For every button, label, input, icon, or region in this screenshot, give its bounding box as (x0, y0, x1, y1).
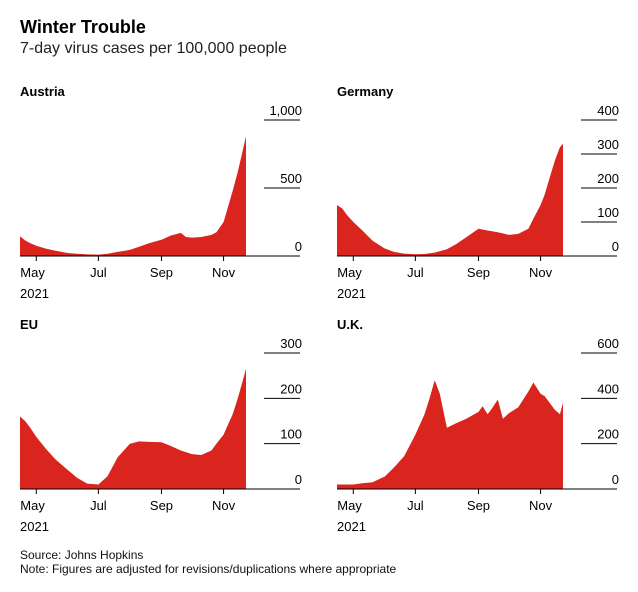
x-tick-label: Jul (407, 498, 424, 513)
x-year-label: 2021 (337, 286, 366, 301)
x-tick-label: Nov (212, 498, 236, 513)
x-tick-label: May (337, 498, 362, 513)
x-tick-label: Jul (90, 265, 107, 280)
y-tick-label: 300 (597, 137, 619, 152)
y-tick-label: 400 (597, 381, 619, 396)
x-tick-label: Sep (150, 265, 173, 280)
x-tick-label: Sep (467, 265, 490, 280)
panel-germany: Germany 0 100 200 300 400 May Jul Sep Nov 2021 (337, 84, 637, 301)
chart-uk: 0 200 400 600 May Jul Sep Nov 2021 (337, 336, 619, 534)
area-series-germany (337, 143, 563, 256)
y-tick-label: 300 (280, 336, 302, 351)
y-tick-label: 100 (597, 205, 619, 220)
x-tick-label: Nov (529, 498, 553, 513)
x-tick-label: Nov (529, 265, 553, 280)
source-note: Source: Johns Hopkins (20, 548, 144, 562)
y-tick-label: 0 (295, 472, 302, 487)
y-tick-label: 200 (280, 381, 302, 396)
chart-germany: 0 100 200 300 400 May Jul Sep Nov 2021 (337, 103, 619, 301)
x-year-label: 2021 (337, 519, 366, 534)
panel-uk: U.K. 0 200 400 600 May Jul Sep Nov 2021 (337, 317, 637, 534)
area-series-eu (20, 368, 246, 489)
x-tick-label: Sep (467, 498, 490, 513)
area-series-u-k (337, 380, 563, 489)
y-tick-label: 500 (280, 171, 302, 186)
x-tick-label: Jul (407, 265, 424, 280)
x-year-label: 2021 (20, 519, 49, 534)
x-tick-label: Jul (90, 498, 107, 513)
panel-eu: EU 0 100 200 300 May Jul Sep Nov 2021 (20, 317, 320, 534)
chart-austria: 0 500 1,000 May Jul Sep Nov 2021 (20, 103, 302, 301)
x-tick-label: May (337, 265, 362, 280)
panel-title-eu: EU (20, 317, 39, 332)
x-tick-label: May (20, 498, 45, 513)
x-tick-label: May (20, 265, 45, 280)
y-tick-label: 600 (597, 336, 619, 351)
chart-title: Winter Trouble (20, 17, 146, 37)
y-tick-label: 200 (597, 427, 619, 442)
y-tick-label: 1,000 (269, 103, 302, 118)
x-tick-label: Sep (150, 498, 173, 513)
panel-title-germany: Germany (337, 84, 394, 99)
adjustment-note: Note: Figures are adjusted for revisions… (20, 562, 397, 576)
chart-eu: 0 100 200 300 May Jul Sep Nov 2021 (20, 336, 302, 534)
x-tick-label: Nov (212, 265, 236, 280)
chart-subtitle: 7-day virus cases per 100,000 people (20, 40, 287, 57)
y-tick-label: 100 (280, 427, 302, 442)
area-series-austria (20, 136, 246, 256)
y-tick-label: 0 (295, 239, 302, 254)
footer: Source: Johns Hopkins Note: Figures are … (20, 548, 396, 576)
panel-title-austria: Austria (20, 84, 65, 99)
panel-title-uk: U.K. (337, 317, 363, 332)
y-tick-label: 0 (612, 239, 619, 254)
panel-austria: Austria 0 500 1,000 May Jul Sep Nov 2021 (20, 84, 320, 301)
y-tick-label: 200 (597, 171, 619, 186)
y-tick-label: 0 (612, 472, 619, 487)
y-tick-label: 400 (597, 103, 619, 118)
x-year-label: 2021 (20, 286, 49, 301)
